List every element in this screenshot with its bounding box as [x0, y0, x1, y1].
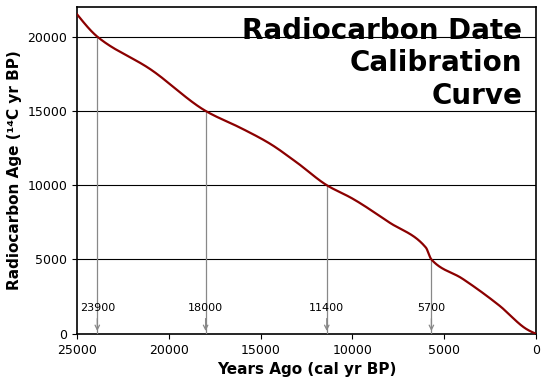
Text: Radiocarbon Date
Calibration
Curve: Radiocarbon Date Calibration Curve: [242, 17, 522, 109]
Text: 18000: 18000: [188, 303, 223, 329]
Y-axis label: Radiocarbon Age (¹⁴C yr BP): Radiocarbon Age (¹⁴C yr BP): [7, 50, 22, 290]
X-axis label: Years Ago (cal yr BP): Years Ago (cal yr BP): [217, 362, 396, 377]
Text: 23900: 23900: [80, 303, 115, 329]
Text: 11400: 11400: [309, 303, 344, 329]
Text: 5700: 5700: [417, 303, 445, 329]
